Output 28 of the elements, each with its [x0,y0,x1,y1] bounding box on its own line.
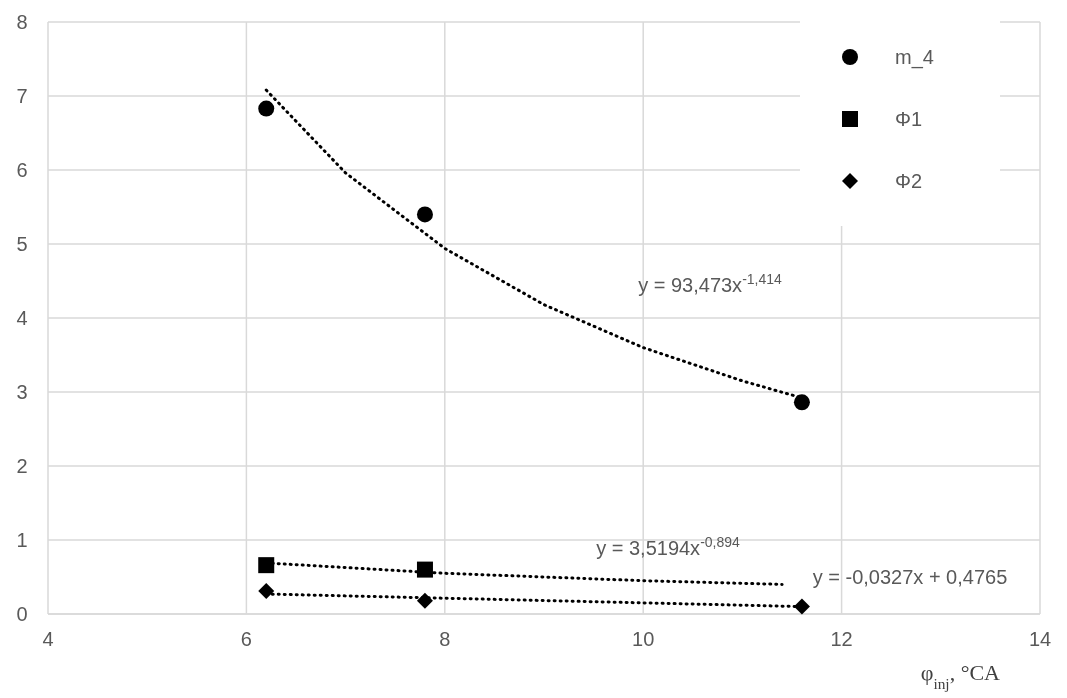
point [416,561,433,578]
x-tick-label: 4 [42,628,54,650]
annotation: y = -0,0327x + 0,4765 [812,566,1008,588]
x-tick-label: 14 [1028,628,1052,650]
y-tick-label: 8 [16,11,28,33]
x-axis-title: φ$_{inj}$, °CA [920,660,1001,692]
point [258,557,275,574]
legend-label: Φ1 [895,108,923,130]
y-tick-label: 0 [16,603,28,625]
y-tick-label: 2 [16,455,28,477]
y-tick-label: 1 [16,529,28,551]
y-tick-label: 6 [16,159,28,181]
x-tick-label: 8 [439,628,451,650]
y-tick-label: 7 [16,85,28,107]
point [258,583,275,600]
x-tick-label: 10 [632,628,655,650]
legend-label: m_4 [895,46,934,69]
legend-label: Φ2 [895,170,923,192]
y-tick-label: 4 [16,307,28,329]
x-tick-label: 6 [240,628,252,650]
annotation: y = 3,5194x$^{-0,894}$ [596,534,741,559]
point [793,394,810,411]
annotation: y = 93,473x$^{-1,414}$ [638,271,783,296]
x-tick-label: 12 [830,628,853,650]
y-tick-label: 5 [16,233,28,255]
point [258,100,275,117]
point [416,206,433,223]
y-tick-label: 3 [16,381,28,403]
